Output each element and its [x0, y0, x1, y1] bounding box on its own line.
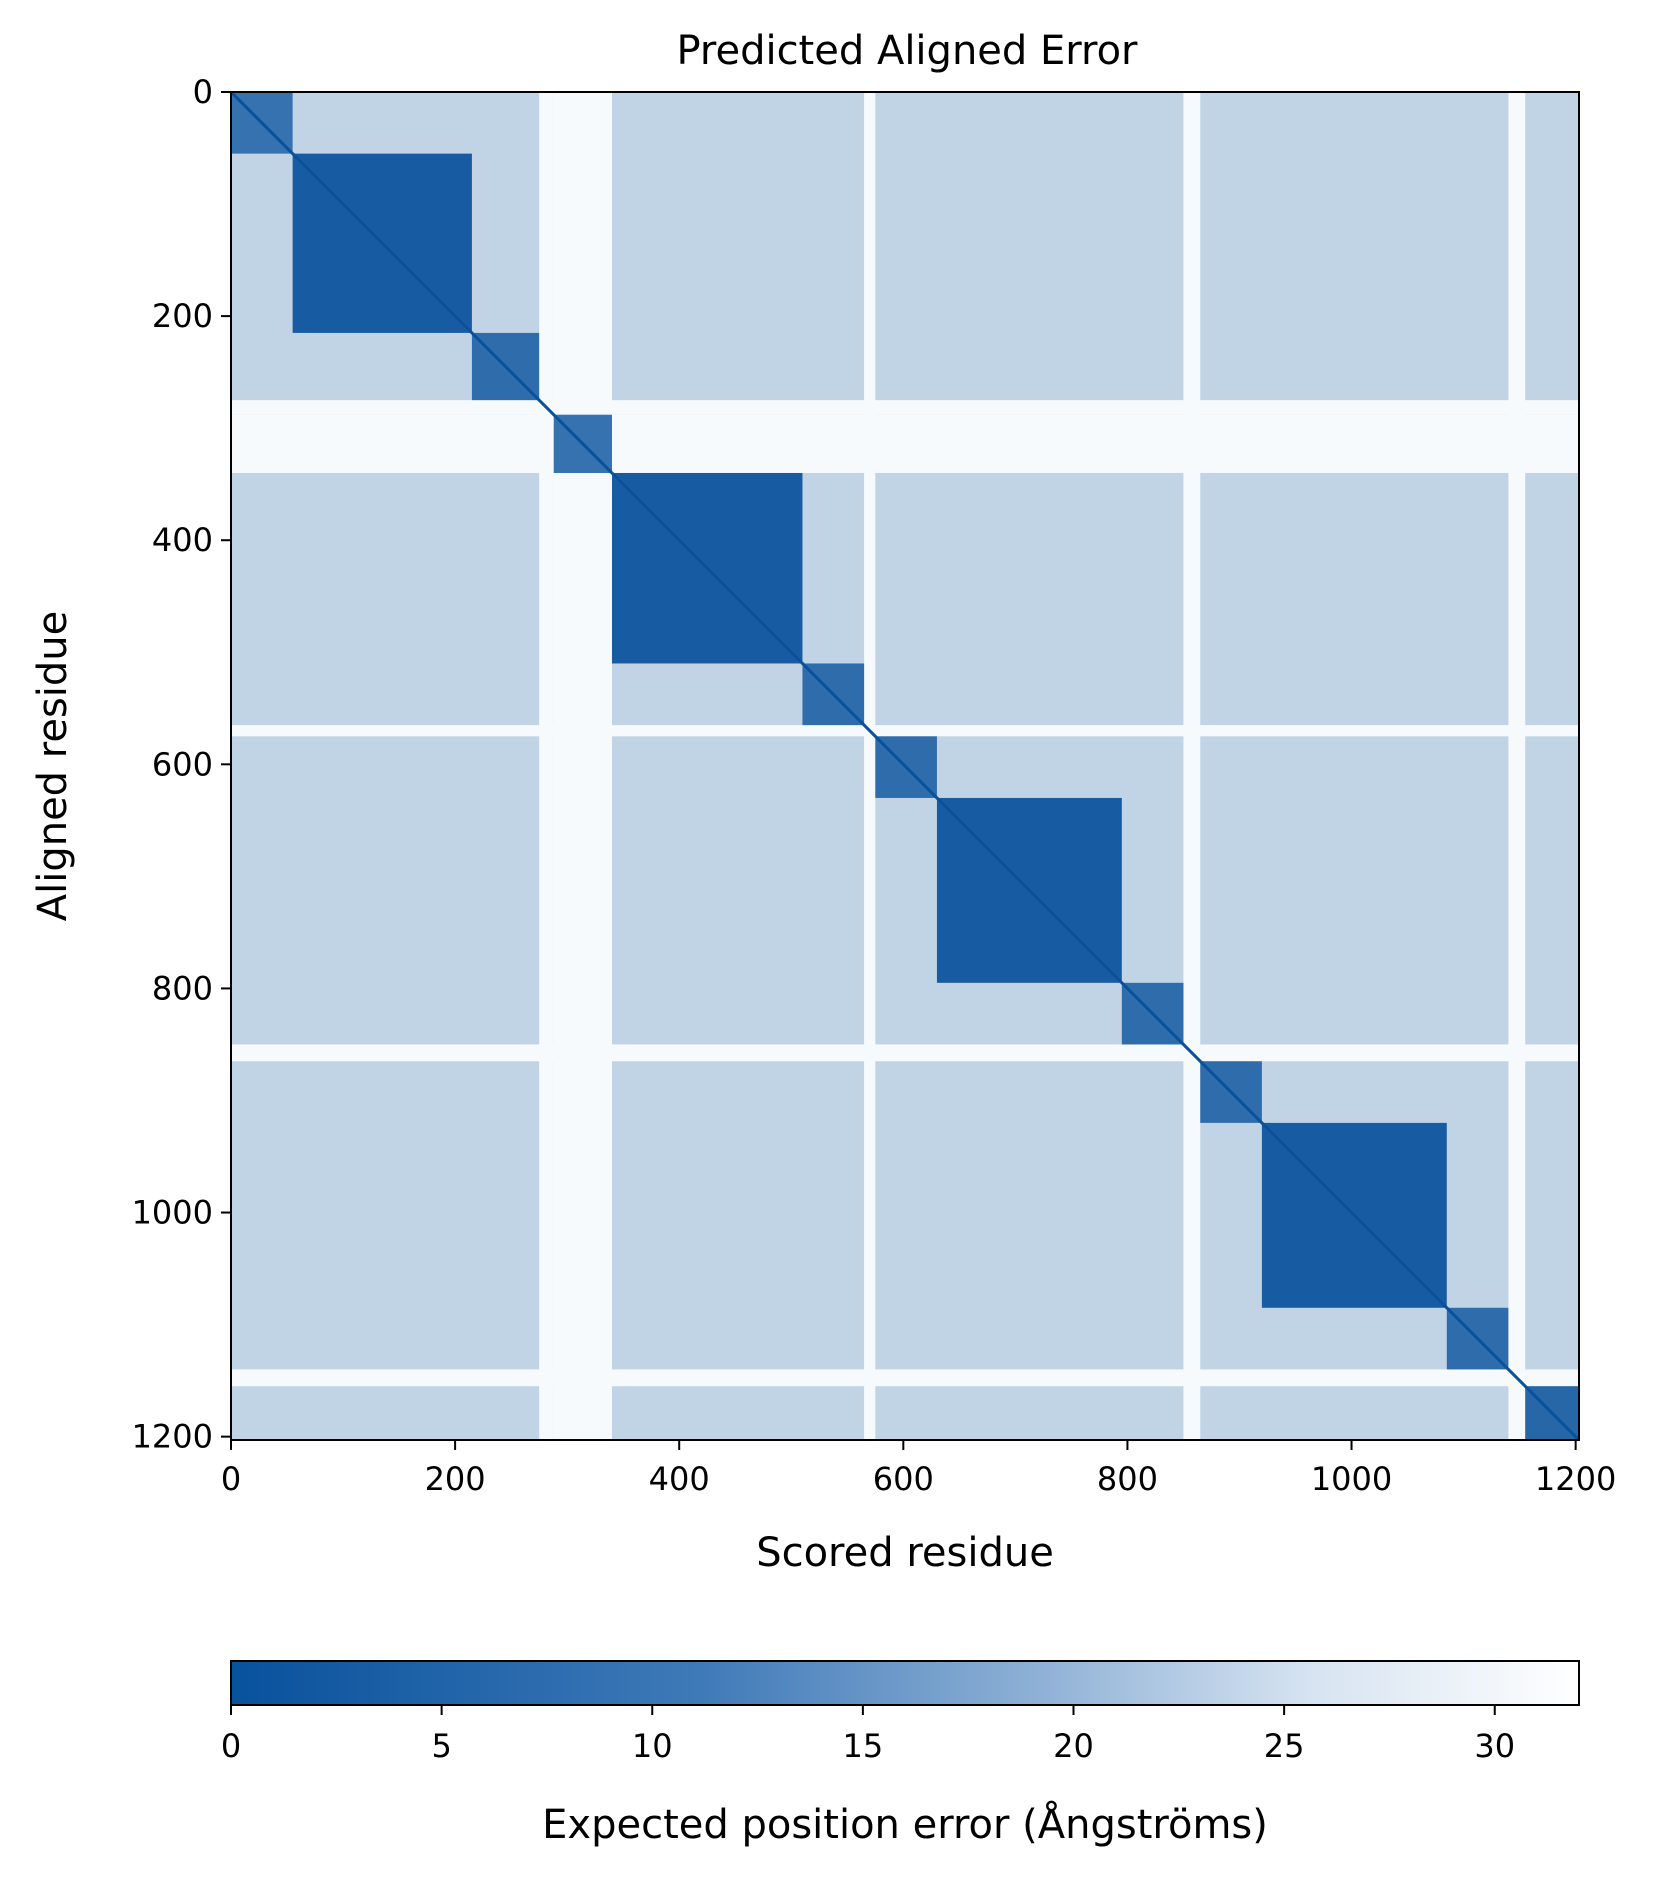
x-tick-label: 0 — [221, 1460, 241, 1498]
x-tick-label: 400 — [649, 1460, 710, 1498]
colorbar-tick-label: 20 — [1053, 1727, 1094, 1765]
heatmap — [229, 90, 1581, 1442]
colorbar-tick-label: 0 — [221, 1727, 241, 1765]
flexible-column-4 — [1508, 92, 1526, 1440]
colorbar-tick-label: 10 — [632, 1727, 673, 1765]
flexible-row-2 — [231, 725, 1579, 737]
flexible-column-0 — [539, 92, 554, 1440]
colorbar-tick-label: 5 — [431, 1727, 451, 1765]
colorbar — [230, 1660, 1580, 1706]
x-tick-label: 800 — [1097, 1460, 1158, 1498]
diagonal — [229, 90, 1581, 1442]
flexible-row-3 — [231, 1044, 1579, 1062]
y-tick-label: 1000 — [132, 1194, 213, 1232]
x-axis-ticks: 0 200 400 600 800 1000 1200 — [221, 1440, 1616, 1498]
colorbar-label: Expected position error (Ångströms) — [542, 1800, 1268, 1848]
flexible-row-4 — [231, 1369, 1579, 1387]
y-tick-label: 200 — [152, 297, 213, 335]
y-tick-label: 0 — [193, 73, 213, 111]
x-tick-label: 1200 — [1535, 1460, 1616, 1498]
flexible-row-1 — [231, 414, 1579, 473]
y-tick-label: 1200 — [132, 1418, 213, 1456]
y-axis-label: Aligned residue — [30, 611, 76, 922]
y-tick-label: 800 — [152, 969, 213, 1007]
y-tick-label: 600 — [152, 745, 213, 783]
x-tick-label: 600 — [873, 1460, 934, 1498]
flexible-column-3 — [1183, 92, 1201, 1440]
flexible-row-0 — [231, 400, 1579, 415]
colorbar-ticks: 0 5 10 15 20 25 30 — [221, 1705, 1515, 1765]
chart-title: Predicted Aligned Error — [676, 28, 1138, 74]
plot-frame — [230, 91, 1580, 1441]
x-tick-label: 1000 — [1311, 1460, 1392, 1498]
flexible-column-2 — [864, 92, 876, 1440]
y-tick-label: 400 — [152, 521, 213, 559]
y-axis-ticks: 0 200 400 600 800 1000 1200 — [132, 73, 231, 1456]
colorbar-tick-label: 25 — [1264, 1727, 1305, 1765]
flexible-column-1 — [553, 92, 612, 1440]
colorbar-tick-label: 30 — [1474, 1727, 1515, 1765]
x-axis-label: Scored residue — [756, 1530, 1054, 1576]
colorbar-tick-label: 15 — [843, 1727, 884, 1765]
x-tick-label: 200 — [425, 1460, 486, 1498]
